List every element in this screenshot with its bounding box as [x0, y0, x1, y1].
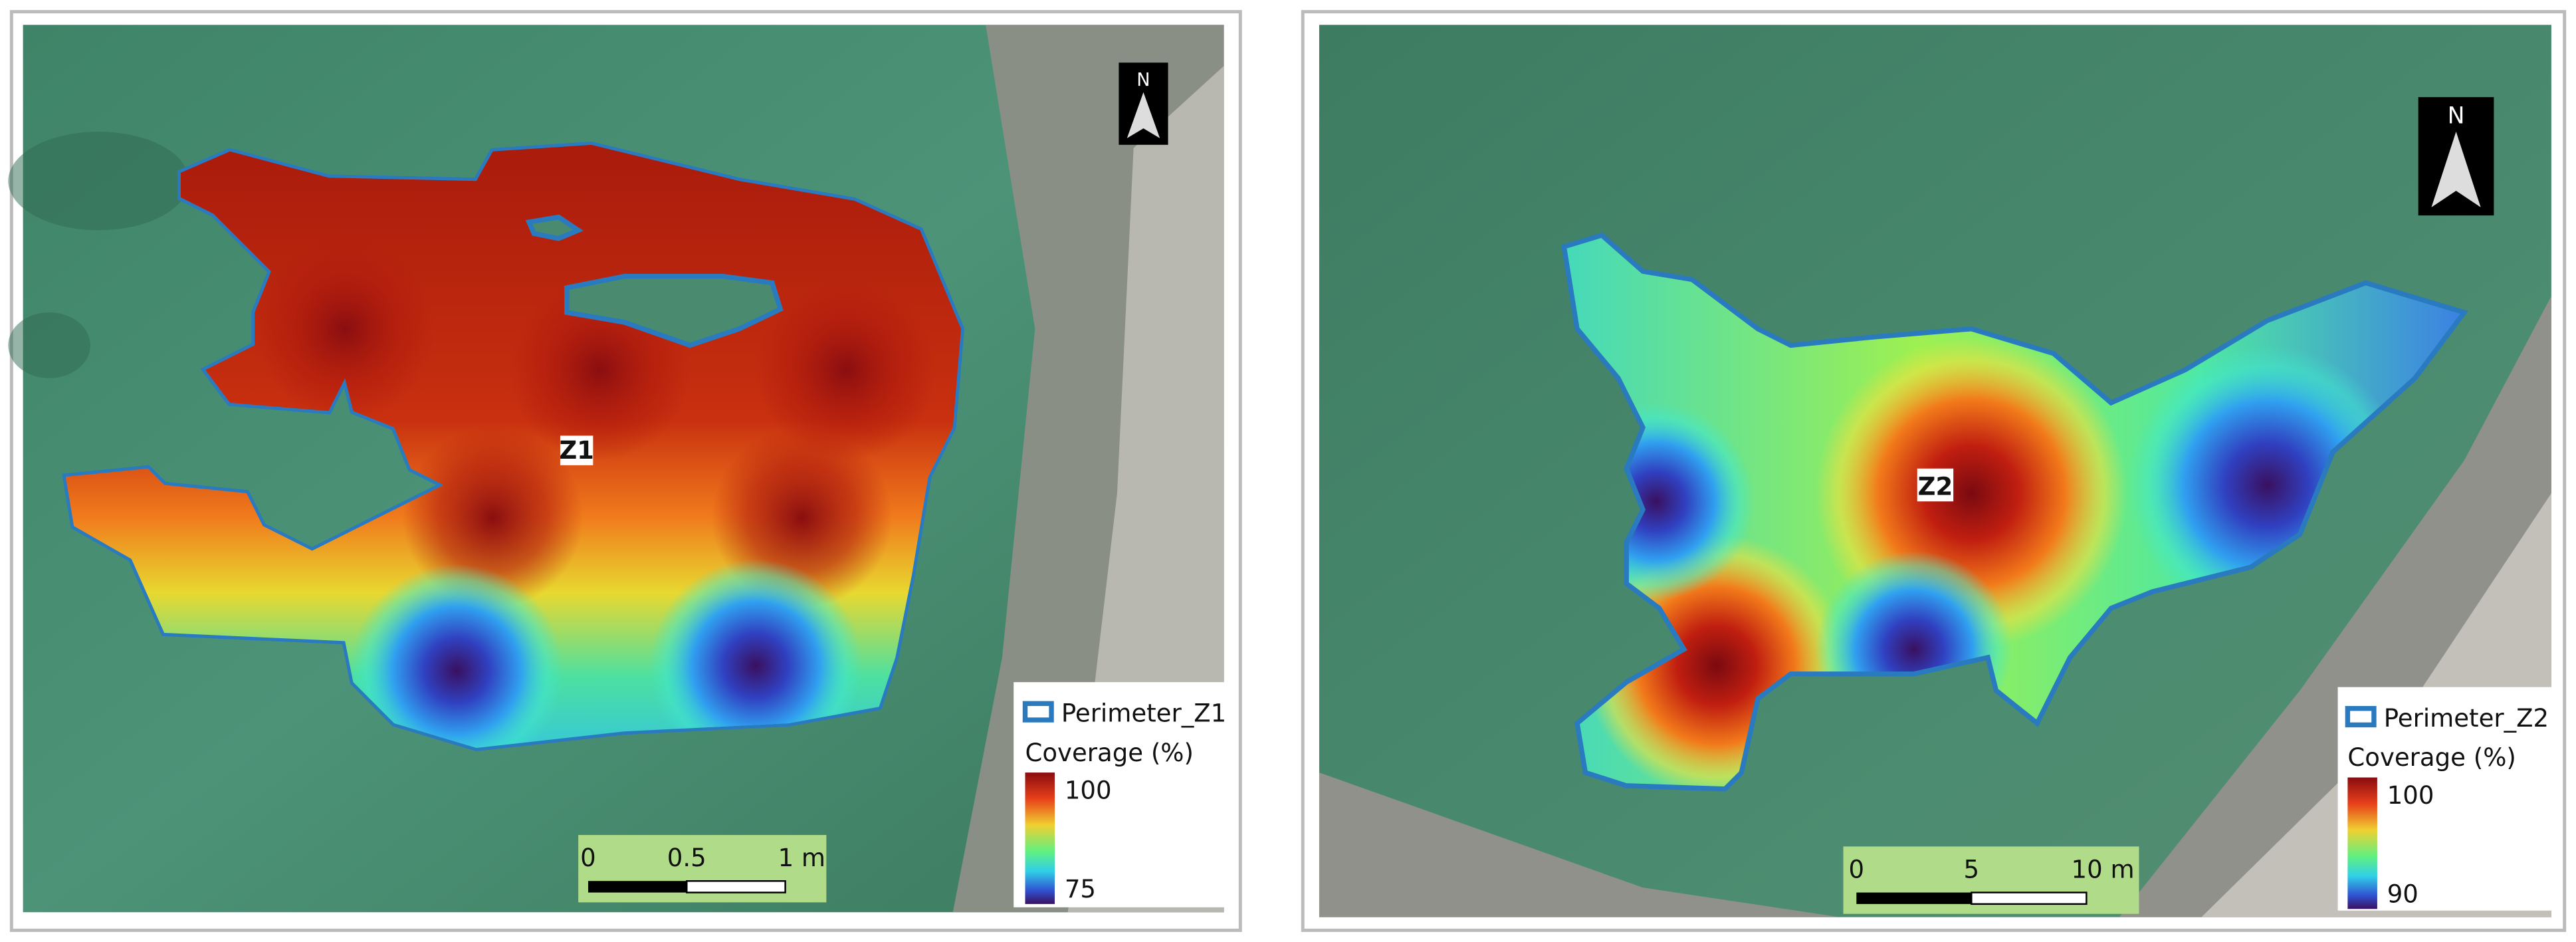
legend-title: Coverage (%) — [2347, 743, 2516, 772]
perimeter — [1561, 232, 2469, 792]
north-label: N — [1136, 70, 1150, 90]
seagrass — [8, 132, 189, 231]
colorbar — [2347, 777, 2377, 909]
hole — [564, 273, 784, 348]
scalebar-segment — [1971, 891, 2088, 905]
north-arrow — [2431, 132, 2481, 207]
seagrass — [8, 312, 90, 378]
scalebar-label: 0 — [1848, 855, 1864, 883]
scalebar-label: 5 — [1964, 855, 1980, 883]
panel-z1: Z1 N Perimeter_Z1 Coverage (%) 100 75 0 … — [8, 10, 1242, 932]
colorbar — [1025, 772, 1055, 904]
zone-label-bg — [560, 435, 593, 465]
scalebar-label: 10 m — [2072, 855, 2135, 883]
legend-max: 100 — [1065, 776, 1112, 805]
zone-label-bg — [1917, 468, 1954, 502]
scalebar-label: 0 — [580, 844, 596, 872]
scalebar-label: 1 m — [778, 844, 825, 872]
scalebar-label: 0.5 — [667, 844, 706, 872]
north-arrow — [1127, 92, 1160, 138]
legend-max: 100 — [2387, 781, 2434, 810]
legend-perimeter-symbol — [1022, 701, 1054, 723]
legend-perimeter: Perimeter_Z1 — [1061, 699, 1226, 727]
legend-perimeter: Perimeter_Z2 — [2384, 704, 2549, 733]
legend-min: 90 — [2387, 880, 2418, 908]
scalebar-segment — [1856, 892, 1972, 904]
panel-z2: Z2 N Perimeter_Z2 Coverage (%) 100 90 0 … — [1301, 10, 2567, 932]
rocks — [1319, 772, 1840, 917]
legend-title: Coverage (%) — [1025, 739, 1193, 767]
legend-perimeter-symbol — [2345, 705, 2377, 728]
north-label: N — [2448, 103, 2465, 130]
hole — [525, 214, 584, 241]
scalebar-segment — [686, 880, 786, 893]
zone-label: Z2 — [1918, 472, 1953, 501]
legend-min: 75 — [1065, 875, 1096, 903]
zone-label: Z1 — [559, 436, 594, 465]
scalebar-segment — [588, 881, 687, 893]
